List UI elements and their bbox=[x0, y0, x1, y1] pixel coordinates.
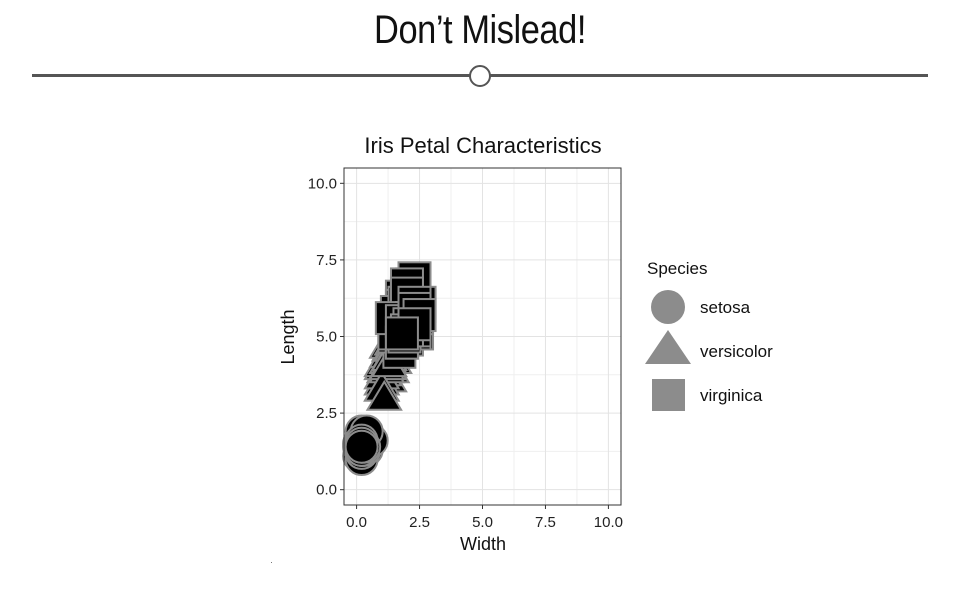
y-tick-label: 2.5 bbox=[316, 405, 337, 422]
slide-title: Don’t Mislead! bbox=[374, 8, 586, 52]
legend-label-virginica: virginica bbox=[700, 386, 763, 405]
legend-label-setosa: setosa bbox=[700, 298, 751, 317]
point-versicolor bbox=[365, 379, 403, 411]
x-axis-label: Width bbox=[460, 534, 506, 554]
x-tick-label: 2.5 bbox=[409, 514, 430, 531]
y-tick-label: 0.0 bbox=[316, 482, 337, 499]
x-tick-label: 10.0 bbox=[594, 514, 623, 531]
legend-marker-versicolor bbox=[645, 330, 691, 364]
point-setosa bbox=[344, 429, 379, 464]
point-virginica bbox=[384, 316, 419, 351]
y-axis-label: Length bbox=[278, 309, 298, 364]
chart-title: Iris Petal Characteristics bbox=[364, 133, 601, 158]
x-tick-label: 0.0 bbox=[346, 514, 367, 531]
legend-label-versicolor: versicolor bbox=[700, 342, 773, 361]
x-tick-label: 5.0 bbox=[472, 514, 493, 531]
divider-circle-ornament bbox=[469, 65, 491, 87]
legend: Species setosa versicolor virginica bbox=[645, 259, 773, 411]
legend-title: Species bbox=[647, 259, 707, 278]
legend-marker-virginica bbox=[652, 379, 685, 411]
y-tick-label: 7.5 bbox=[316, 252, 337, 269]
axes-layer: 0.0 2.5 5.0 7.5 10.0 0.0 2.5 5.0 7.5 10.0 bbox=[308, 175, 623, 531]
x-tick-label: 7.5 bbox=[535, 514, 556, 531]
stray-dot bbox=[271, 562, 272, 563]
y-tick-label: 10.0 bbox=[308, 175, 337, 192]
marks-layer bbox=[342, 261, 437, 477]
y-tick-label: 5.0 bbox=[316, 329, 337, 346]
legend-marker-setosa bbox=[651, 290, 685, 324]
